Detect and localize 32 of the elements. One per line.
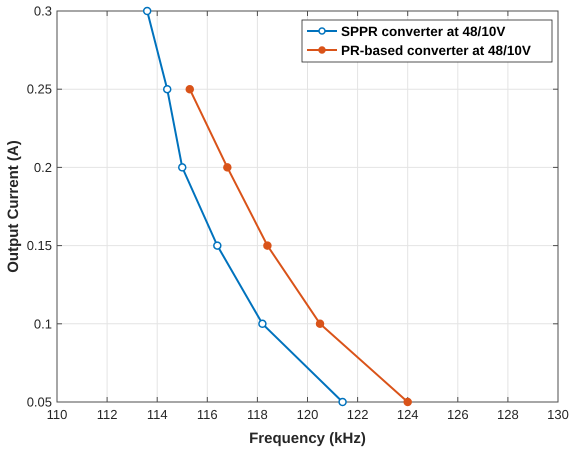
- point: [213, 241, 222, 250]
- y-tick-label: 0.3: [34, 4, 52, 18]
- point: [186, 84, 194, 94]
- x-tick-label: 122: [346, 407, 368, 422]
- x-tick-label: 126: [446, 407, 469, 422]
- point: [142, 6, 152, 16]
- x-tick-label: 120: [296, 407, 318, 422]
- x-axis-title: Frequency (kHz): [249, 430, 366, 447]
- x-tick-label: 124: [396, 407, 419, 422]
- x-tick-label: 110: [46, 407, 68, 422]
- point: [223, 163, 232, 172]
- legend-label: PR-based converter at 48/10V: [341, 43, 531, 58]
- point: [338, 398, 347, 406]
- y-axis-title: Output Current (A): [5, 140, 22, 273]
- x-tick-label: 112: [96, 407, 118, 422]
- point: [263, 241, 272, 250]
- x-tick-label: 128: [497, 407, 519, 422]
- x-tick-label: 130: [547, 407, 569, 422]
- x-tick-label: 116: [196, 407, 218, 422]
- x-tick-label: 114: [146, 407, 168, 422]
- point: [162, 84, 172, 94]
- y-tick-label: 0.15: [26, 238, 52, 254]
- y-tick-label: 0.25: [26, 82, 52, 97]
- x-tick-label: 118: [247, 407, 268, 422]
- legend-label: SPPR converter at 48/10V: [341, 24, 506, 39]
- y-tick-label: 0.05: [26, 394, 52, 410]
- point: [403, 398, 412, 406]
- point: [258, 320, 267, 328]
- y-tick-label: 0.1: [34, 316, 52, 332]
- y-tick-label: 0.2: [34, 160, 52, 175]
- point: [178, 163, 186, 172]
- point: [316, 320, 324, 328]
